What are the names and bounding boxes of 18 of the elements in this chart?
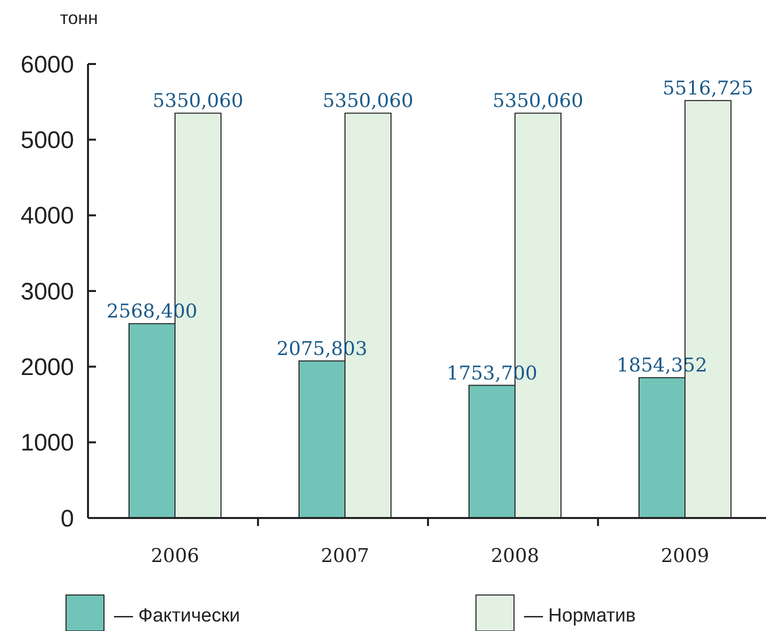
y-tick-label: 2000 (20, 354, 74, 382)
x-tick-label: 2008 (490, 545, 540, 567)
y-tick-label: 6000 (20, 51, 74, 78)
y-tick-label: 3000 (20, 278, 74, 306)
data-label: 5350,060 (152, 90, 244, 112)
y-tick-label: 4000 (20, 202, 74, 230)
y-axis-title: тонн (60, 8, 98, 28)
y-tick-label: 1000 (20, 430, 74, 457)
y-tick-label: 0 (60, 505, 74, 532)
data-label: 5350,060 (492, 90, 584, 112)
legend-label: — Фактически (114, 606, 240, 627)
x-tick-label: 2009 (660, 545, 710, 567)
x-tick-label: 2006 (150, 545, 200, 567)
data-label: 5350,060 (322, 90, 414, 112)
data-label: 5516,725 (662, 78, 754, 100)
y-tick-label: 5000 (20, 127, 74, 154)
legend-label: — Норматив (524, 606, 636, 627)
x-tick-label: 2007 (320, 545, 370, 567)
